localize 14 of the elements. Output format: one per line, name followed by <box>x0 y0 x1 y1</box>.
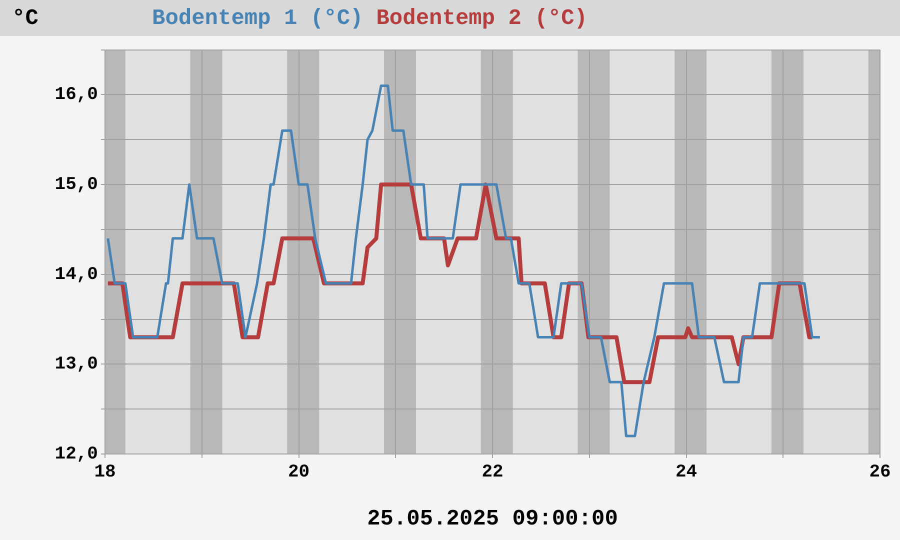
y-tick-label: 16,0 <box>54 85 98 106</box>
y-axis-title: °C <box>12 6 38 30</box>
x-tick-label: 20 <box>288 462 310 482</box>
x-tick-label: 26 <box>869 462 891 482</box>
text: Bodentemp 1 (°C) <box>152 6 364 30</box>
x-axis-title: 25.05.2025 09:00:00 <box>367 506 618 532</box>
y-tick-label: 15,0 <box>54 175 98 196</box>
x-tick-label: 18 <box>94 462 116 482</box>
x-tick-label: 24 <box>675 462 698 482</box>
x-tick-label: 22 <box>482 462 504 482</box>
y-tick-label: 13,0 <box>54 354 98 375</box>
y-tick-label: 12,0 <box>54 444 98 465</box>
y-tick-label: 14,0 <box>54 264 98 285</box>
text: Bodentemp 2 (°C) <box>376 6 588 30</box>
